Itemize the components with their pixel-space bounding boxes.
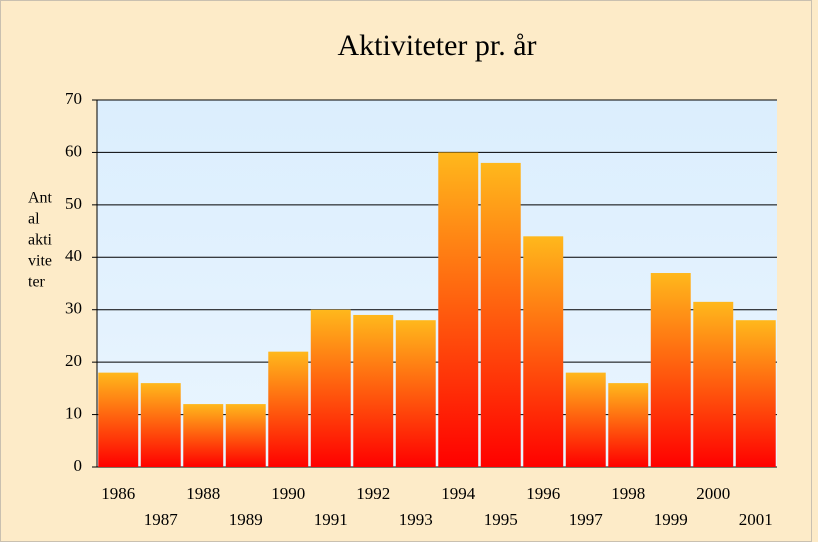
x-tick-label: 1986 [101,484,135,503]
bar [225,404,266,467]
bar [395,320,436,467]
bar [565,372,606,467]
x-tick-label: 1997 [569,510,604,529]
bar [693,301,734,467]
x-tick-label: 1990 [271,484,305,503]
x-tick-label: 1992 [356,484,390,503]
chart-title: Aktiviteter pr. år [337,29,536,62]
y-tick-label: 40 [65,246,82,265]
bar [183,404,224,467]
bar [650,273,691,467]
bar [608,383,649,467]
y-axis-label-line: vite [28,253,52,270]
y-tick-label: 30 [65,299,82,318]
x-tick-label: 1988 [186,484,220,503]
y-tick-label: 60 [65,141,82,160]
y-axis-label-line: al [28,211,40,228]
y-axis-label: Ant al akti vite ter [28,190,53,291]
x-tick-label: 2001 [739,510,773,529]
y-tick-label: 0 [74,456,83,475]
x-tick-label: 1991 [314,510,348,529]
x-tick-label: 1994 [441,484,476,503]
bar [310,309,351,467]
y-tick-label: 20 [65,351,82,370]
y-tick-label: 10 [65,403,82,422]
bar [438,152,479,467]
y-tick-label: 50 [65,194,82,213]
y-axis-label-line: Ant [28,190,53,207]
x-tick-label: 1999 [654,510,688,529]
bar [98,372,139,467]
x-tick-label: 1998 [611,484,645,503]
bar [140,383,181,467]
y-tick-label: 70 [65,89,82,108]
bar [268,351,309,467]
bar [353,314,394,467]
x-tick-label: 1989 [229,510,263,529]
y-axis-label-line: ter [28,274,46,291]
x-tick-label: 1996 [526,484,560,503]
bar [480,162,521,467]
bar [735,320,776,467]
x-tick-label: 1987 [144,510,179,529]
x-tick-label: 1993 [399,510,433,529]
x-tick-label: 2000 [696,484,730,503]
y-axis-label-line: akti [28,232,53,249]
x-tick-label: 1995 [484,510,518,529]
bar [523,236,564,467]
